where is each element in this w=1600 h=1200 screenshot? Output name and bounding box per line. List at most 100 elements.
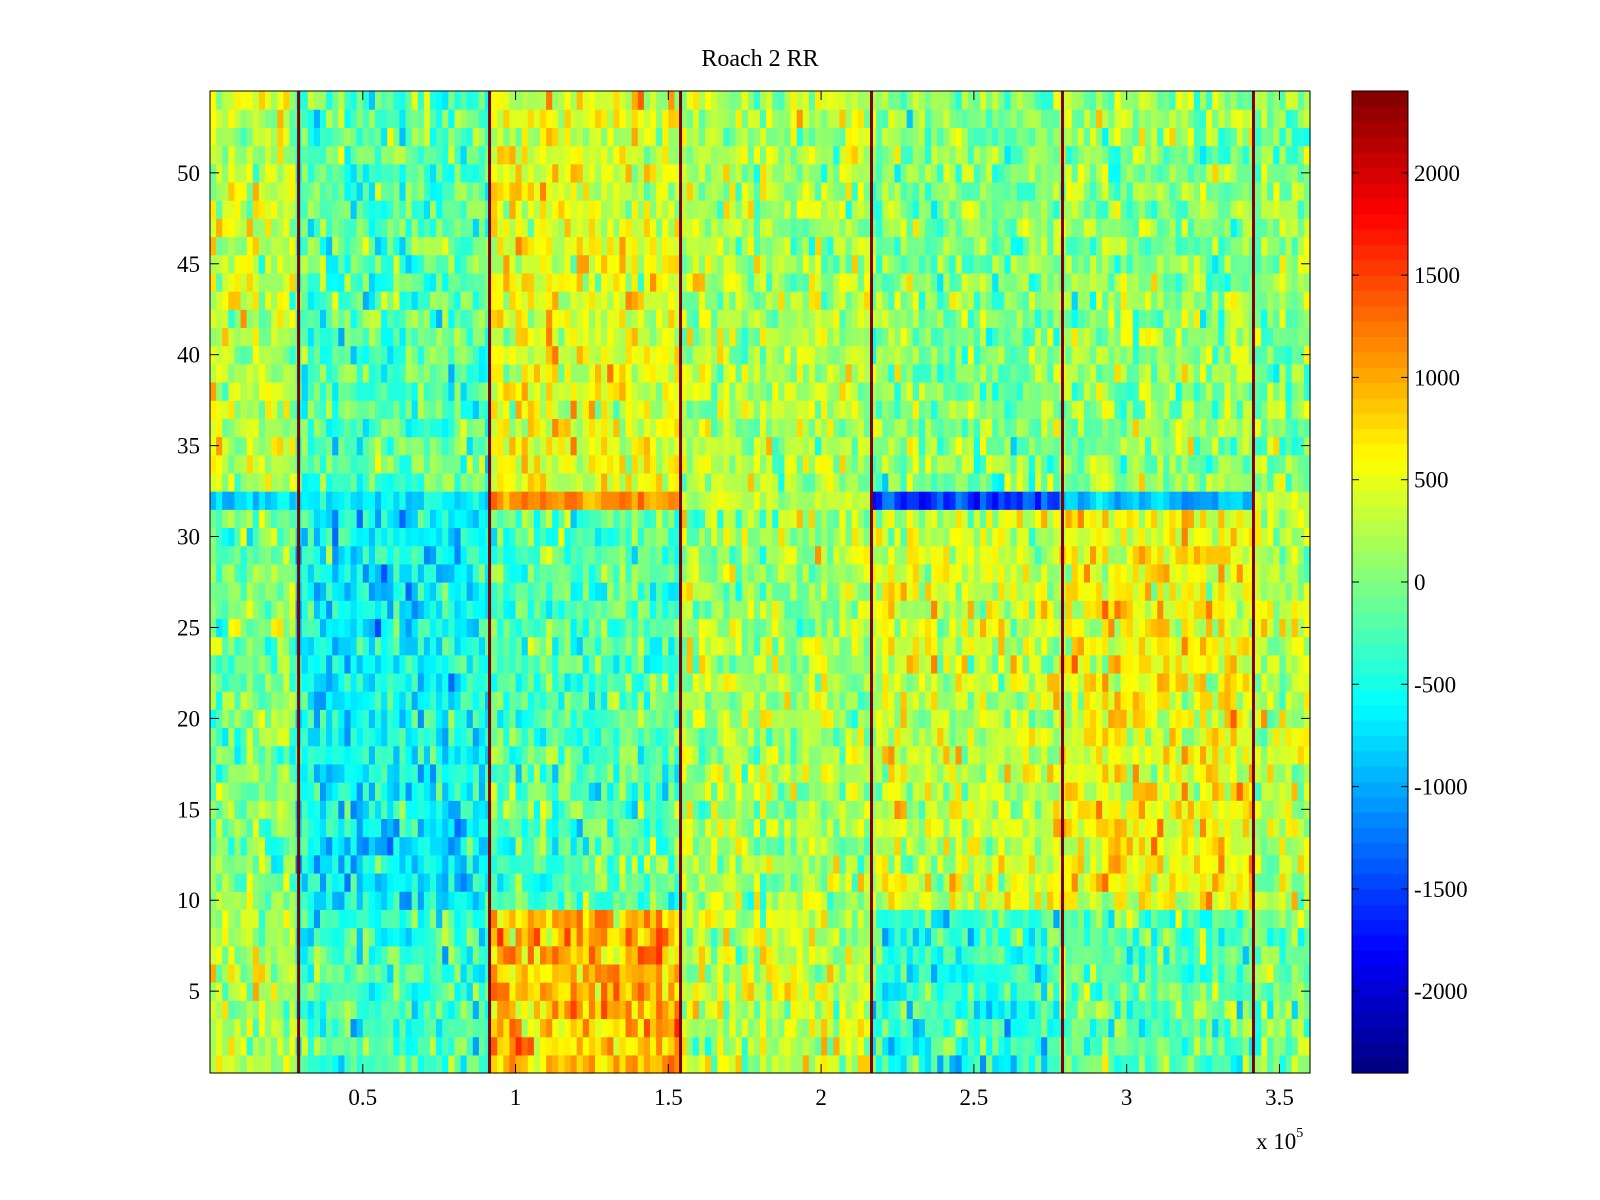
heatmap-cell xyxy=(876,654,883,674)
heatmap-cell xyxy=(912,600,920,619)
heatmap-cell xyxy=(430,636,437,656)
heatmap-cell xyxy=(876,672,883,692)
heatmap-cell xyxy=(876,745,883,765)
heatmap-cell xyxy=(802,691,810,710)
heatmap-cell xyxy=(992,745,999,765)
heatmap-cell xyxy=(851,727,859,747)
heatmap-cell xyxy=(326,709,333,729)
heatmap-cell xyxy=(705,691,712,710)
heatmap-cell xyxy=(533,800,541,820)
heatmap-cell xyxy=(246,836,254,856)
heatmap-cell xyxy=(931,818,938,838)
heatmap-cell xyxy=(760,909,767,929)
heatmap-cell xyxy=(766,891,773,910)
heatmap-cell xyxy=(619,782,627,801)
heatmap-cell xyxy=(705,800,712,820)
heatmap-cell xyxy=(1138,672,1146,692)
heatmap-cell xyxy=(833,927,841,947)
heatmap-cell xyxy=(1108,727,1116,747)
heatmap-cell xyxy=(405,1018,413,1038)
heatmap-cell xyxy=(216,872,223,892)
heatmap-cell xyxy=(356,982,364,1001)
heatmap-cell xyxy=(1108,763,1116,783)
heatmap-cell xyxy=(888,945,896,965)
heatmap-cell xyxy=(460,1054,468,1074)
heatmap-cell xyxy=(521,818,529,838)
heatmap-cell xyxy=(503,727,511,747)
heatmap-cell xyxy=(808,654,816,674)
heatmap-cell xyxy=(1071,909,1079,929)
heatmap-cell xyxy=(863,563,871,583)
heatmap-cell xyxy=(643,582,651,601)
heatmap-cell xyxy=(643,727,651,747)
heatmap-cell xyxy=(338,782,346,801)
heatmap-cell xyxy=(588,1054,596,1074)
heatmap-cell xyxy=(332,745,339,765)
heatmap-cell xyxy=(246,927,254,947)
heatmap-cell xyxy=(1132,891,1140,910)
heatmap-cell xyxy=(705,563,712,583)
heatmap-cell xyxy=(802,854,810,874)
heatmap-cell xyxy=(692,727,700,747)
heatmap-cell xyxy=(454,727,462,747)
heatmap-cell xyxy=(1236,1054,1244,1074)
heatmap-cell xyxy=(717,636,724,656)
heatmap-cell xyxy=(582,672,590,692)
heatmap-cell xyxy=(1224,745,1232,765)
heatmap-cell xyxy=(1096,1000,1103,1020)
heatmap-cell xyxy=(998,782,1006,801)
heatmap-cell xyxy=(931,909,938,929)
heatmap-cell xyxy=(894,582,902,601)
heatmap-cell xyxy=(344,672,352,692)
heatmap-cell xyxy=(1071,891,1079,910)
heatmap-cell xyxy=(509,818,517,838)
heatmap-cell xyxy=(607,636,614,656)
heatmap-cell xyxy=(1261,927,1268,947)
heatmap-cell xyxy=(973,582,981,601)
heatmap-cell xyxy=(540,1054,547,1074)
heatmap-cell xyxy=(668,763,676,783)
heatmap-cell xyxy=(766,1000,773,1020)
heatmap-cell xyxy=(564,1036,572,1056)
heatmap-cell xyxy=(252,1018,260,1038)
heatmap-cell xyxy=(729,1000,737,1020)
heatmap-cell xyxy=(1200,782,1207,801)
heatmap-cell xyxy=(723,582,731,601)
heatmap-cell xyxy=(1236,854,1244,874)
heatmap-cell xyxy=(741,672,749,692)
heatmap-cell xyxy=(375,891,382,910)
heatmap-cell xyxy=(588,836,596,856)
heatmap-cell xyxy=(613,782,621,801)
heatmap-cell xyxy=(1065,1036,1073,1056)
heatmap-cell xyxy=(912,1054,920,1074)
heatmap-cell xyxy=(515,582,523,601)
heatmap-cell xyxy=(1279,727,1287,747)
heatmap-cell xyxy=(882,891,889,910)
heatmap-cell xyxy=(998,800,1006,820)
heatmap-cell xyxy=(362,745,370,765)
heatmap-cell xyxy=(338,945,346,965)
heatmap-cell xyxy=(509,909,517,929)
heatmap-cell xyxy=(527,618,535,638)
heatmap-cell xyxy=(741,582,749,601)
heatmap-cell xyxy=(234,872,242,892)
heatmap-cell xyxy=(313,872,321,892)
heatmap-cell xyxy=(515,1054,523,1074)
heatmap-cell xyxy=(882,1000,889,1020)
heatmap-cell xyxy=(815,1036,822,1056)
heatmap-cell xyxy=(246,563,254,583)
heatmap-cell xyxy=(320,672,327,692)
heatmap-cell xyxy=(368,672,376,692)
heatmap-cell xyxy=(961,818,969,838)
heatmap-cell xyxy=(491,563,498,583)
heatmap-cell xyxy=(778,854,786,874)
heatmap-cell xyxy=(497,836,504,856)
heatmap-cell xyxy=(375,854,382,874)
heatmap-cell xyxy=(625,782,633,801)
heatmap-cell xyxy=(857,672,865,692)
heatmap-cell xyxy=(839,836,847,856)
heatmap-cell xyxy=(1255,945,1262,965)
heatmap-cell xyxy=(870,836,877,856)
heatmap-cell xyxy=(350,1036,358,1056)
heatmap-cell xyxy=(790,909,798,929)
